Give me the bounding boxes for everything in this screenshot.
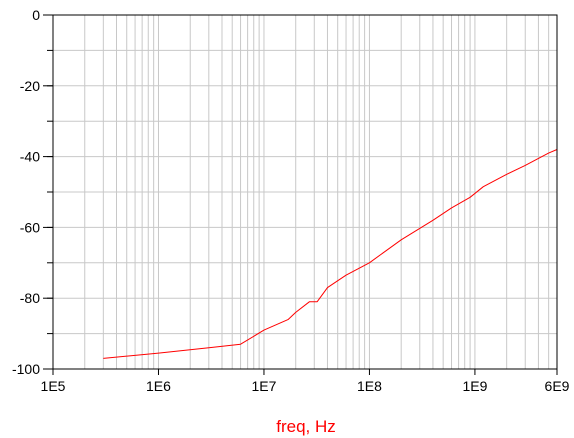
x-tick-label: 1E6	[146, 378, 171, 394]
grid-layer	[53, 15, 557, 369]
y-tick-label: -80	[20, 290, 40, 306]
y-tick-label: 0	[32, 7, 40, 23]
y-tick-label: -20	[20, 78, 40, 94]
x-tick-label: 1E8	[357, 378, 382, 394]
x-tick-label: 1E9	[462, 378, 487, 394]
x-tick-label: 6E9	[545, 378, 570, 394]
x-tick-label: 1E7	[251, 378, 276, 394]
x-tick-label: 1E5	[41, 378, 66, 394]
series-layer	[103, 150, 557, 359]
y-tick-label: -60	[20, 219, 40, 235]
series-line	[103, 150, 557, 359]
y-tick-label: -100	[12, 361, 40, 377]
axes-layer	[43, 15, 557, 375]
x-axis-title: freq, Hz	[276, 417, 336, 436]
y-tick-label: -40	[20, 149, 40, 165]
